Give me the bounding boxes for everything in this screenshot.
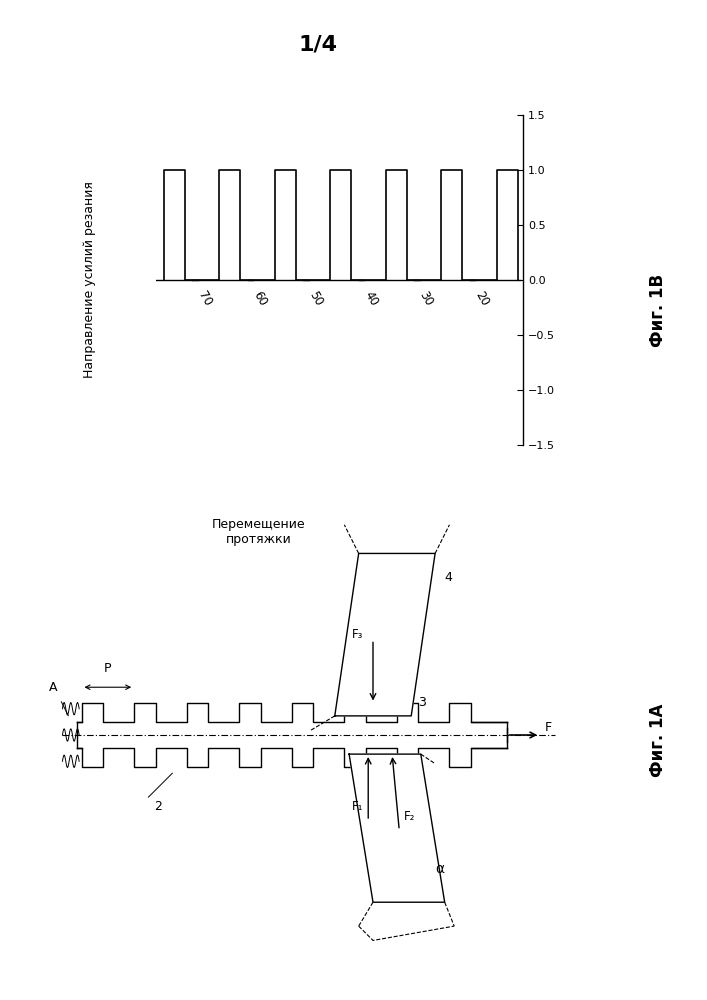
Text: Перемещение
протяжки: Перемещение протяжки	[211, 518, 305, 546]
Text: Фиг. 1В: Фиг. 1В	[648, 273, 667, 347]
Text: A: A	[49, 681, 57, 694]
Text: F₂: F₂	[404, 810, 416, 823]
Text: 40: 40	[361, 289, 380, 308]
Polygon shape	[349, 754, 445, 902]
Text: 4: 4	[445, 571, 452, 584]
Text: 50: 50	[306, 289, 325, 308]
Polygon shape	[335, 553, 435, 716]
Text: 2: 2	[154, 800, 162, 813]
Text: F₃: F₃	[352, 628, 363, 641]
Text: 20: 20	[472, 289, 491, 308]
Text: 3: 3	[419, 696, 426, 709]
Text: 30: 30	[417, 289, 436, 308]
Text: F: F	[545, 721, 552, 734]
Text: 1/4: 1/4	[298, 35, 338, 55]
Text: F₁: F₁	[352, 800, 363, 813]
Text: 70: 70	[195, 289, 214, 308]
Text: P: P	[104, 662, 112, 675]
Text: Направление усилий резания: Направление усилий резания	[83, 182, 96, 378]
Text: α: α	[435, 862, 444, 876]
Text: 60: 60	[251, 289, 269, 308]
Text: Фиг. 1А: Фиг. 1А	[648, 703, 667, 777]
